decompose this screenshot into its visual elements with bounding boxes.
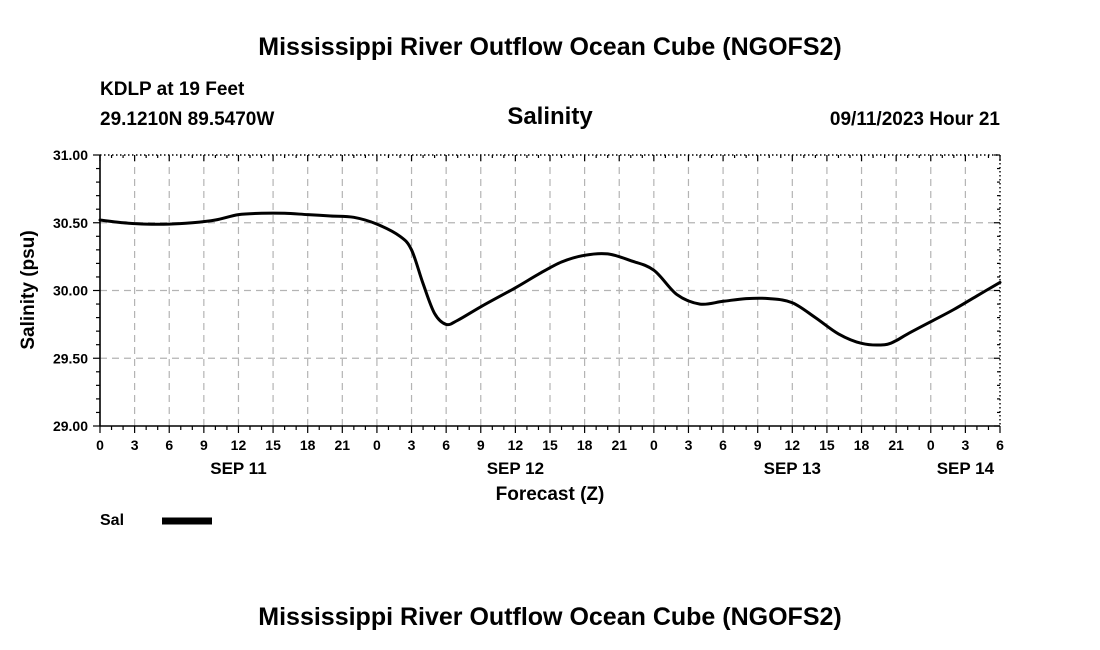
x-tick-label: 18 (300, 437, 316, 453)
x-tick-label: 3 (961, 437, 969, 453)
x-tick-label: 3 (408, 437, 416, 453)
x-tick-label: 12 (231, 437, 247, 453)
x-tick-label: 9 (200, 437, 208, 453)
y-tick-label: 31.00 (53, 147, 88, 163)
variable-title: Salinity (507, 103, 593, 130)
x-tick-label: 15 (542, 437, 558, 453)
axis-tick-labels: 0 3 6 9 12 15 18 21 0 3 6 9 12 15 18 21 0 3 6 9 12 15 18 21 0 3 6 2… (53, 147, 1004, 478)
x-day-label: SEP 12 (487, 459, 544, 478)
x-tick-label: 6 (719, 437, 727, 453)
y-tick-label: 29.00 (53, 418, 88, 434)
axis-ticks (93, 154, 1001, 433)
salinity-series-line (98, 211, 1002, 347)
x-day-label: SEP 13 (764, 459, 821, 478)
x-tick-label: 18 (577, 437, 593, 453)
station-coordinates: 29.1210N 89.5470W (100, 109, 274, 130)
station-label: KDLP at 19 Feet (100, 79, 245, 100)
x-tick-label: 21 (611, 437, 627, 453)
x-axis-title: Forecast (Z) (496, 484, 605, 505)
x-tick-label: 3 (131, 437, 139, 453)
x-tick-label: 0 (927, 437, 935, 453)
x-tick-label: 6 (165, 437, 173, 453)
x-tick-label: 12 (785, 437, 801, 453)
x-day-label: SEP 11 (210, 459, 266, 478)
x-tick-label: 6 (442, 437, 450, 453)
x-tick-label: 15 (265, 437, 281, 453)
x-tick-label: 21 (888, 437, 904, 453)
y-tick-label: 30.00 (53, 283, 88, 299)
x-tick-label: 0 (373, 437, 381, 453)
x-tick-label: 9 (754, 437, 762, 453)
x-tick-label: 3 (685, 437, 693, 453)
x-tick-label: 0 (650, 437, 658, 453)
y-tick-label: 30.50 (53, 215, 88, 231)
chart-main-title: Mississippi River Outflow Ocean Cube (NG… (258, 33, 841, 61)
x-tick-label: 9 (477, 437, 485, 453)
x-tick-label: 15 (819, 437, 835, 453)
chart-footer-title: Mississippi River Outflow Ocean Cube (NG… (258, 603, 841, 631)
x-tick-label: 0 (96, 437, 104, 453)
x-tick-label: 12 (508, 437, 524, 453)
x-tick-label: 6 (996, 437, 1004, 453)
y-axis-title: Salinity (psu) (18, 230, 39, 349)
x-tick-label: 18 (854, 437, 870, 453)
grid (100, 155, 1000, 426)
legend-label: Sal (100, 512, 124, 529)
y-tick-label: 29.50 (53, 350, 88, 366)
x-day-label: SEP 14 (937, 459, 995, 478)
x-tick-label: 21 (335, 437, 351, 453)
forecast-timestamp: 09/11/2023 Hour 21 (830, 109, 1000, 130)
